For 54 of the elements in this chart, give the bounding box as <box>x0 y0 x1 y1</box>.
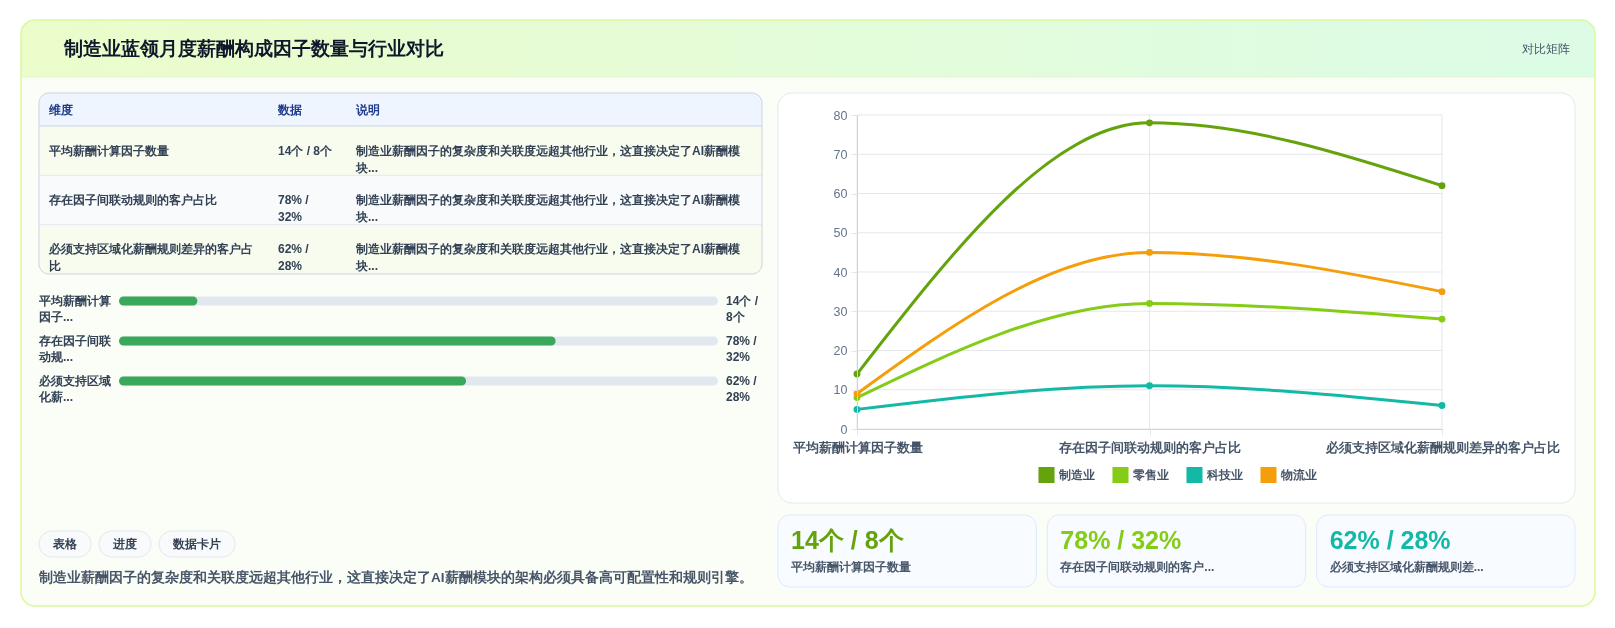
point <box>1146 382 1153 390</box>
point <box>1146 248 1153 256</box>
data-label: 14个 / 8个 <box>726 294 759 324</box>
text: 平均薪酬计算因子数量 <box>790 560 911 574</box>
text: 平均薪酬计算因子数量 <box>48 143 169 158</box>
text: 14个 / 8个 <box>791 526 904 554</box>
y-tick-label: 30 <box>833 304 848 319</box>
text: 数据 <box>277 102 302 117</box>
y-tick-label: 40 <box>833 265 848 280</box>
text: 62% / 28% <box>278 242 310 274</box>
text: 14个 / 8个 <box>278 143 334 158</box>
text: 进度 <box>112 537 137 551</box>
legend-label: 科技业 <box>1206 467 1243 482</box>
text: 制造业蓝领月度薪酬构成因子数量与行业对比 <box>63 37 444 59</box>
point <box>1438 315 1446 323</box>
y-tick-label: 60 <box>833 187 848 201</box>
y-tick-label: 0 <box>840 422 848 437</box>
text: 制造业薪酬因子的复杂度和关联度远超其他行业，这直接决定了AI薪酬模块... <box>355 193 740 224</box>
y-tick-label: 20 <box>833 344 848 358</box>
text: 制造业薪酬因子的复杂度和关联度远超其他行业，这直接决定了AI薪酬模块的架构必须具备高可配置性和规则引擎。 <box>38 569 753 585</box>
text: 必须支持区域化薪酬规则差... <box>1328 560 1484 574</box>
text: 对比矩阵 <box>1522 41 1570 56</box>
text: 说明 <box>355 102 380 117</box>
y-tick-label: 50 <box>833 226 848 241</box>
text: 78% / 32% <box>1060 526 1182 554</box>
legend-label: 零售业 <box>1132 467 1169 482</box>
point <box>1438 401 1446 409</box>
x-tick-label: 存在因子间联动规则的客户占比 <box>1058 439 1241 455</box>
text: 存在因子间联动规则的客户占比 <box>48 193 217 207</box>
legend-label: 物流业 <box>1280 467 1317 482</box>
text: 制造业薪酬因子的复杂度和关联度远超其他行业，这直接决定了AI薪酬模块... <box>355 143 740 175</box>
point <box>1146 119 1153 127</box>
text: 制造业薪酬因子的复杂度和关联度远超其他行业，这直接决定了AI薪酬模块... <box>355 242 740 274</box>
y-tick-label: 必须支持区域化薪... <box>38 374 111 404</box>
text: 数据卡片 <box>172 537 221 551</box>
text: 存在因子间联动规则的客户... <box>1059 560 1215 574</box>
text: 表格 <box>52 537 78 551</box>
data-label: 78% / 32% <box>726 334 758 364</box>
y-tick-label: 80 <box>833 108 848 123</box>
text: 62% / 28% <box>1329 526 1451 554</box>
text: 维度 <box>48 102 73 117</box>
point <box>1146 299 1153 307</box>
point <box>1438 182 1446 190</box>
y-tick-label: 70 <box>833 147 848 162</box>
y-tick-label: 10 <box>833 383 848 398</box>
data-label: 62% / 28% <box>726 374 758 404</box>
text: 必须支持区域化薪酬规则差异的客户占比 <box>48 242 253 274</box>
legend-label: 制造业 <box>1058 467 1095 482</box>
x-tick-label: 平均薪酬计算因子数量 <box>791 439 923 455</box>
x-tick-label: 必须支持区域化薪酬规则差异的客户占比 <box>1324 439 1560 455</box>
text: 78% / 32% <box>278 193 310 224</box>
y-tick-label: 平均薪酬计算因子... <box>38 294 111 324</box>
point <box>1438 288 1446 296</box>
y-tick-label: 存在因子间联动规... <box>38 334 112 364</box>
